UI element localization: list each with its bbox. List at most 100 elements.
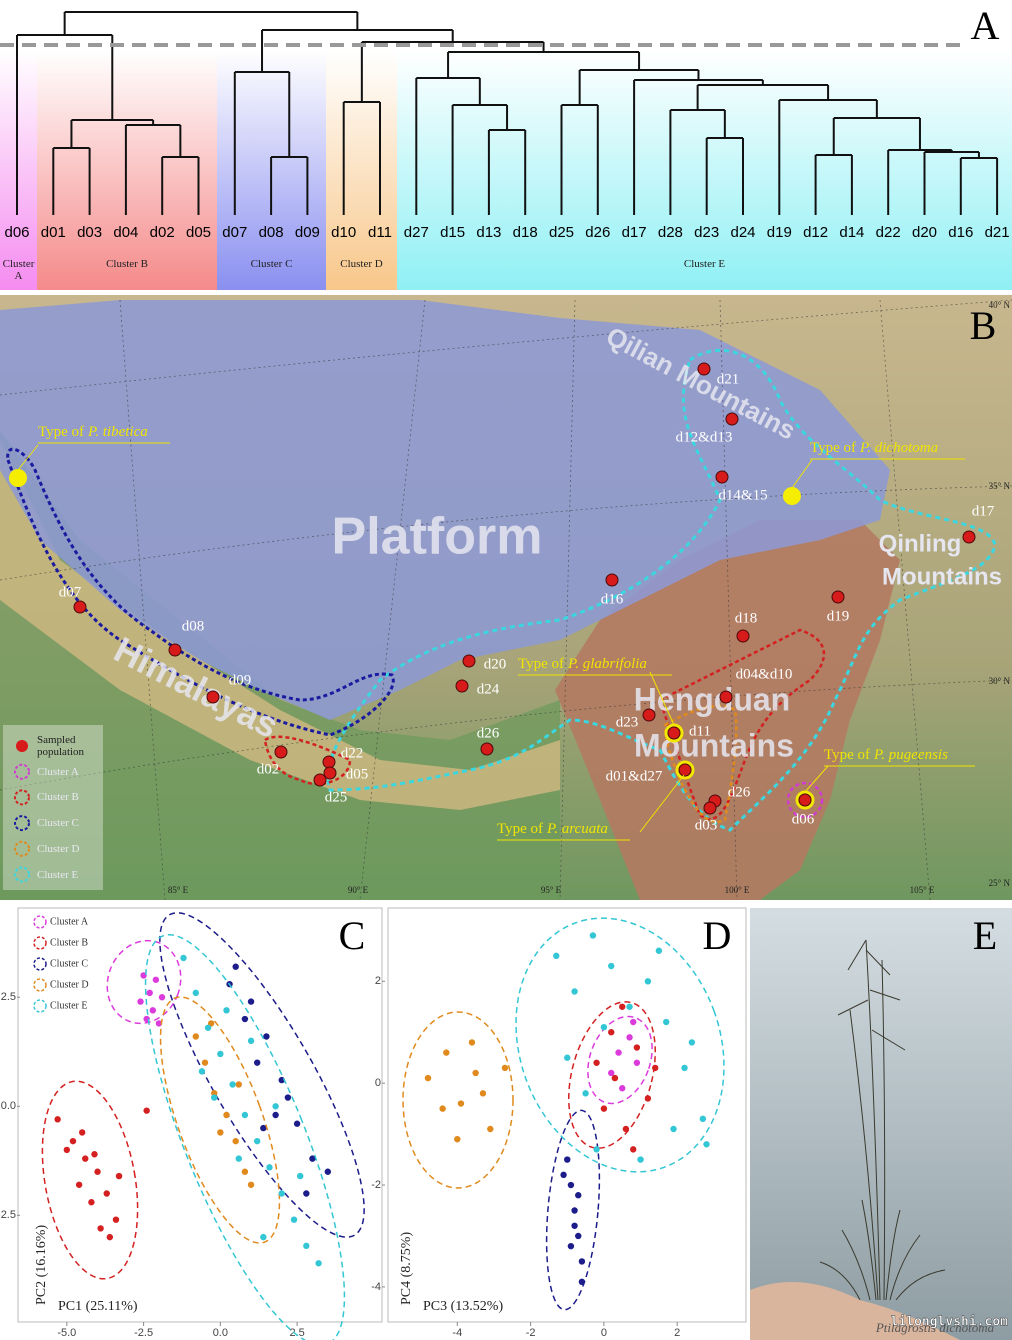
point bbox=[593, 1059, 600, 1066]
x-tick-label: 0 bbox=[601, 1327, 607, 1339]
point bbox=[69, 1137, 77, 1145]
point bbox=[699, 1115, 707, 1123]
point bbox=[600, 1023, 608, 1031]
dendrogram bbox=[16, 11, 999, 215]
point bbox=[324, 1168, 332, 1175]
region-label: Qinling bbox=[879, 530, 962, 557]
point bbox=[284, 1094, 292, 1101]
y-tick-label: 0 bbox=[375, 1077, 381, 1089]
confidence-ellipse bbox=[402, 1011, 514, 1189]
photo: E Ptilagrostis dichotoma lilonglvshi.com bbox=[750, 908, 1012, 1340]
leaf-label: d07 bbox=[222, 224, 247, 241]
point bbox=[567, 1181, 575, 1189]
leaf-label: d13 bbox=[476, 224, 501, 241]
point bbox=[198, 1068, 206, 1075]
longitude-label: 90° E bbox=[348, 885, 369, 895]
legend-label: Cluster C bbox=[37, 817, 79, 830]
leaf-label: d11 bbox=[368, 224, 392, 241]
plot-frame bbox=[387, 907, 747, 1323]
site-dot bbox=[667, 726, 681, 740]
point bbox=[479, 1090, 487, 1097]
site-label: d16 bbox=[601, 591, 624, 607]
site-dot bbox=[719, 690, 733, 704]
point bbox=[571, 1222, 578, 1229]
confidence-ellipse bbox=[41, 1080, 139, 1280]
site-dot bbox=[73, 600, 87, 614]
point bbox=[681, 1064, 688, 1072]
hand bbox=[750, 1282, 960, 1340]
site-dot bbox=[274, 745, 288, 759]
point bbox=[247, 1181, 255, 1188]
point bbox=[63, 1146, 71, 1154]
type-species: P. dichotoma bbox=[859, 440, 938, 456]
legend-label: Cluster D bbox=[37, 842, 80, 855]
point bbox=[253, 1137, 261, 1145]
point bbox=[260, 1124, 267, 1132]
type-species: P. arcuata bbox=[546, 821, 608, 837]
y-tick-label: -4 bbox=[371, 1281, 381, 1293]
panel-label: B bbox=[970, 303, 997, 348]
legend-ring bbox=[14, 815, 30, 832]
point bbox=[578, 1258, 586, 1265]
point bbox=[501, 1064, 509, 1072]
type-label: Type of P. pugeensis bbox=[824, 747, 948, 763]
point bbox=[241, 1015, 249, 1023]
legend-ring bbox=[33, 915, 47, 929]
type-prefix: Type of bbox=[518, 656, 564, 672]
point bbox=[619, 1085, 626, 1092]
point bbox=[211, 1094, 218, 1101]
point bbox=[303, 1242, 310, 1250]
x-tick-label: -2.5 bbox=[134, 1327, 153, 1339]
legend-label: Sampled population bbox=[37, 734, 85, 758]
point bbox=[149, 1007, 157, 1014]
point bbox=[564, 1156, 571, 1163]
type-species: P. glabrifolia bbox=[567, 656, 647, 672]
leaf-label: d27 bbox=[404, 224, 429, 241]
site-label: d26 bbox=[728, 784, 751, 800]
type-connector bbox=[791, 459, 813, 489]
type-connector bbox=[804, 765, 829, 793]
site-label: d19 bbox=[827, 608, 850, 624]
point bbox=[582, 1090, 589, 1097]
grass bbox=[819, 939, 946, 1301]
cluster-c-outline bbox=[6, 447, 395, 737]
site-label: d07 bbox=[59, 584, 82, 600]
point bbox=[223, 1111, 230, 1119]
legend-ring bbox=[33, 978, 47, 992]
point bbox=[578, 1278, 586, 1286]
legend-dot bbox=[16, 740, 28, 752]
site-label: d06 bbox=[792, 811, 815, 827]
point bbox=[192, 1033, 199, 1040]
point bbox=[88, 1199, 95, 1206]
x-axis-title: PC3 (13.52%) bbox=[423, 1299, 503, 1314]
legend-label: Cluster A bbox=[50, 916, 89, 927]
leaf-label: d17 bbox=[622, 224, 647, 241]
point bbox=[94, 1168, 101, 1175]
confidence-ellipse bbox=[587, 1015, 653, 1105]
point bbox=[192, 989, 199, 997]
cluster-band bbox=[0, 50, 37, 290]
point bbox=[278, 1190, 285, 1197]
plot-frame bbox=[17, 907, 383, 1323]
point bbox=[652, 1064, 659, 1072]
point bbox=[296, 1172, 304, 1180]
site-label: d01&d27 bbox=[606, 768, 663, 784]
point bbox=[439, 1105, 446, 1112]
point bbox=[155, 1020, 163, 1027]
cluster-d-outline bbox=[663, 704, 738, 824]
site-label: d17 bbox=[972, 503, 995, 519]
x-tick-label: -4 bbox=[452, 1327, 462, 1339]
x-tick-label: -5.0 bbox=[57, 1327, 76, 1339]
site-label: d20 bbox=[484, 656, 507, 672]
point bbox=[223, 1007, 230, 1014]
point bbox=[619, 1003, 626, 1010]
x-axis-title: PC1 (25.11%) bbox=[58, 1299, 138, 1314]
legend-label: Cluster E bbox=[50, 1000, 88, 1011]
type-point bbox=[783, 487, 801, 505]
point bbox=[278, 1076, 285, 1084]
point bbox=[272, 1111, 279, 1119]
site-label: d09 bbox=[229, 672, 252, 688]
type-prefix: Type of bbox=[38, 424, 84, 440]
confidence-ellipse bbox=[515, 917, 725, 1173]
